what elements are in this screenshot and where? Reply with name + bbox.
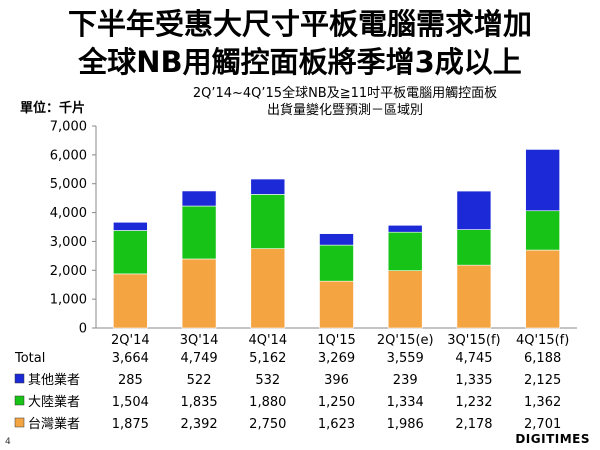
- y-tick-label: 6,000: [50, 148, 87, 163]
- bar-segment-taiwan: [319, 280, 354, 329]
- legend-swatch-other: [14, 373, 25, 384]
- bar-segment-china: [456, 229, 492, 266]
- legend-swatch-taiwan: [14, 417, 25, 428]
- table-value-taiwan: 1,623: [318, 417, 355, 432]
- slide-title-line-1: 下半年受惠大尺寸平板電腦需求增加: [67, 7, 532, 41]
- table-value-other: 1,335: [455, 373, 492, 388]
- y-tick-label: 1,000: [50, 293, 87, 308]
- total-value: 4,745: [455, 351, 492, 366]
- total-value: 3,269: [318, 351, 355, 366]
- bar-segment-other: [456, 190, 492, 230]
- bar-segment-taiwan: [456, 264, 492, 329]
- bar-segment-taiwan: [250, 248, 286, 329]
- table-value-taiwan: 1,986: [387, 417, 424, 432]
- bar-segment-other: [387, 224, 423, 233]
- x-tick-label: 4Q'15(f): [516, 333, 569, 348]
- unit-label: 單位：千片: [20, 101, 86, 116]
- y-tick-label: 0: [79, 322, 87, 337]
- table-value-taiwan: 2,178: [455, 417, 492, 432]
- x-tick-label: 4Q'14: [248, 333, 287, 348]
- chart-title-line-2: 出貨量變化暨預測－區域別: [266, 103, 423, 118]
- chart-title-line-1: 2Q’14~4Q’15全球NB及≧11吋平板電腦用觸控面板: [192, 86, 498, 101]
- bar-segment-china: [181, 205, 217, 260]
- bar-segment-other: [525, 149, 560, 212]
- page-number: 4: [5, 437, 11, 447]
- table-value-other: 522: [187, 373, 212, 388]
- total-value: 4,749: [180, 351, 217, 366]
- table-value-taiwan: 2,701: [524, 417, 561, 432]
- bar-segment-taiwan: [525, 249, 560, 329]
- table-value-china: 1,232: [455, 395, 492, 410]
- bar-segment-other: [181, 190, 217, 207]
- total-value: 5,162: [249, 351, 286, 366]
- total-value: 3,559: [387, 351, 424, 366]
- table-value-other: 2,125: [524, 373, 561, 388]
- digitimes-logo: DIGITIMES: [515, 432, 590, 446]
- bar-segment-other: [113, 221, 148, 231]
- x-tick-label: 3Q'14: [180, 333, 219, 348]
- bar-segment-taiwan: [113, 273, 148, 329]
- total-value: 6,188: [524, 351, 561, 366]
- bar-segment-taiwan: [181, 258, 217, 329]
- legend-swatch-china: [14, 395, 25, 406]
- total-row-label: Total: [14, 351, 45, 366]
- y-tick-label: 2,000: [50, 264, 87, 279]
- x-tick-label: 3Q'15(f): [447, 333, 500, 348]
- bar-segment-other: [319, 233, 354, 246]
- legend-label-taiwan: 台灣業者: [28, 416, 80, 432]
- table-value-taiwan: 2,392: [180, 417, 217, 432]
- x-tick-label: 2Q'14: [111, 333, 150, 348]
- x-tick-label: 1Q'15: [317, 333, 356, 348]
- bar-segment-china: [387, 231, 423, 271]
- table-value-china: 1,504: [112, 395, 149, 410]
- table-value-other: 396: [324, 373, 349, 388]
- table-value-china: 1,880: [249, 395, 286, 410]
- bar-segment-taiwan: [387, 270, 423, 329]
- bar-segment-other: [250, 178, 286, 195]
- table-value-china: 1,835: [180, 395, 217, 410]
- table-value-taiwan: 1,875: [112, 417, 149, 432]
- bar-segment-china: [525, 210, 560, 251]
- bar-segment-china: [113, 230, 148, 275]
- table-value-taiwan: 2,750: [249, 417, 286, 432]
- table-value-china: 1,362: [524, 395, 561, 410]
- bar-segment-china: [250, 194, 286, 249]
- legend-label-china: 大陸業者: [28, 394, 80, 410]
- table-value-china: 1,334: [387, 395, 424, 410]
- table-value-china: 1,250: [318, 395, 355, 410]
- bar-segment-china: [319, 244, 354, 282]
- table-value-other: 239: [393, 373, 418, 388]
- table-value-other: 285: [118, 373, 143, 388]
- legend-label-other: 其他業者: [28, 372, 80, 388]
- y-tick-label: 4,000: [50, 206, 87, 221]
- y-tick-label: 7,000: [50, 120, 87, 135]
- table-value-other: 532: [255, 373, 280, 388]
- x-tick-label: 2Q'15(e): [377, 333, 434, 348]
- total-value: 3,664: [112, 351, 149, 366]
- slide-title-line-2: 全球NB用觸控面板將季增3成以上: [78, 45, 522, 79]
- y-tick-label: 5,000: [50, 177, 87, 192]
- y-tick-label: 3,000: [50, 235, 87, 250]
